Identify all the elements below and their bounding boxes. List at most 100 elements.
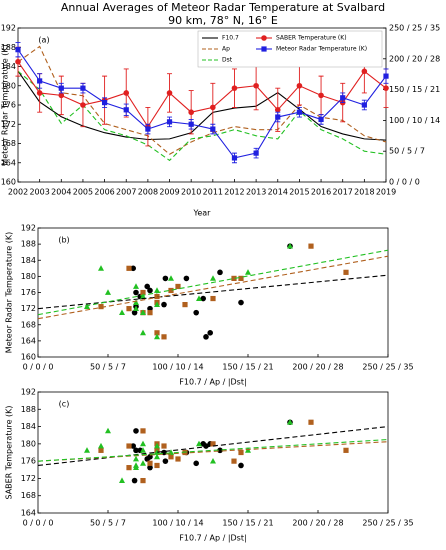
marker: [207, 330, 213, 336]
marker: [296, 82, 303, 89]
marker: [343, 269, 349, 275]
marker: [168, 454, 174, 460]
marker: [140, 477, 146, 484]
x-tick-label: 2003: [29, 188, 49, 197]
marker: [340, 95, 346, 101]
marker: [383, 73, 389, 79]
legend-label: SABER Temperature (K): [276, 35, 347, 42]
y-tick-label: 180: [1, 81, 16, 90]
marker: [140, 440, 146, 447]
x-tick-label: 200 / 20 / 28: [292, 519, 343, 528]
marker: [123, 90, 130, 96]
marker: [261, 46, 267, 52]
legend-label: Dst: [222, 57, 233, 64]
x-axis-label: F10.7 / Ap / |Dst|: [179, 378, 246, 387]
marker: [238, 449, 244, 456]
marker: [140, 293, 146, 299]
marker: [238, 462, 244, 469]
marker: [84, 303, 90, 310]
marker: [147, 460, 153, 466]
marker: [253, 150, 259, 156]
marker: [261, 35, 267, 41]
y-tick-label: 188: [21, 405, 36, 414]
marker: [123, 107, 129, 113]
marker: [203, 334, 209, 340]
marker: [98, 442, 104, 449]
series-line: [17, 49, 387, 159]
marker: [361, 68, 368, 75]
x-tick-label: 2010: [181, 188, 201, 197]
marker: [58, 92, 65, 99]
marker: [36, 90, 43, 96]
marker: [147, 310, 153, 316]
y2-tick-label: 200 / 20 / 28: [389, 54, 440, 63]
x-tick-label: 0 / 0 / 0: [23, 519, 54, 528]
y-tick-label: 184: [21, 256, 36, 265]
marker: [361, 102, 367, 108]
marker: [210, 457, 216, 464]
marker: [119, 309, 125, 316]
marker: [133, 283, 139, 289]
marker: [154, 453, 160, 460]
marker: [130, 265, 136, 272]
x-axis-label: Year: [193, 209, 212, 218]
y-tick-label: 184: [21, 422, 36, 431]
y-tick-label: 192: [1, 24, 16, 33]
marker: [275, 114, 281, 120]
y-tick-label: 192: [21, 224, 36, 233]
marker: [308, 419, 314, 425]
y2-tick-label: 150 / 15 / 21: [389, 85, 440, 94]
marker: [80, 102, 86, 108]
trend-line: [17, 70, 387, 162]
marker: [133, 455, 139, 462]
x-tick-label: 2015: [289, 188, 309, 197]
y-tick-label: 188: [1, 43, 16, 52]
marker: [37, 78, 43, 84]
x-tick-label: 2019: [376, 188, 396, 197]
marker: [196, 440, 202, 447]
marker: [318, 92, 324, 99]
marker: [193, 309, 199, 316]
x-tick-label: 2012: [224, 188, 244, 197]
x-tick-label: 2013: [246, 188, 266, 197]
legend-label: Ap: [222, 46, 230, 53]
x-tick-label: 2005: [73, 188, 93, 197]
marker: [154, 287, 160, 293]
y-tick-label: 188: [21, 240, 36, 249]
marker: [144, 456, 150, 462]
marker: [98, 265, 104, 271]
marker: [210, 295, 216, 302]
marker: [182, 301, 188, 308]
marker: [126, 306, 132, 312]
x-tick-label: 2018: [354, 188, 374, 197]
marker: [217, 447, 223, 454]
marker: [210, 275, 216, 281]
marker: [183, 275, 190, 282]
marker: [200, 295, 206, 302]
y2-tick-label: 100 / 10 / 14: [389, 116, 440, 125]
trend-line: [37, 426, 389, 467]
marker: [231, 85, 238, 91]
y-tick-label: 172: [1, 120, 16, 129]
x-tick-label: 250 / 25 / 35: [362, 363, 413, 372]
marker: [196, 295, 202, 301]
marker: [119, 477, 125, 483]
marker: [217, 269, 223, 276]
marker: [162, 458, 169, 464]
marker: [318, 116, 324, 123]
marker: [154, 442, 160, 449]
marker: [154, 330, 160, 336]
marker: [383, 85, 389, 91]
marker: [238, 275, 244, 281]
marker: [210, 104, 216, 111]
marker: [166, 119, 173, 125]
marker: [343, 447, 349, 453]
plot-frame: [37, 391, 389, 514]
marker: [133, 447, 139, 454]
plot-frame: [37, 227, 389, 358]
y2-tick-label: 250 / 25 / 35: [389, 24, 440, 33]
x-tick-label: 2008: [138, 188, 158, 197]
trend-line: [17, 70, 387, 141]
x-tick-label: 2016: [311, 188, 331, 197]
x-tick-label: 50 / 5 / 7: [90, 519, 126, 528]
